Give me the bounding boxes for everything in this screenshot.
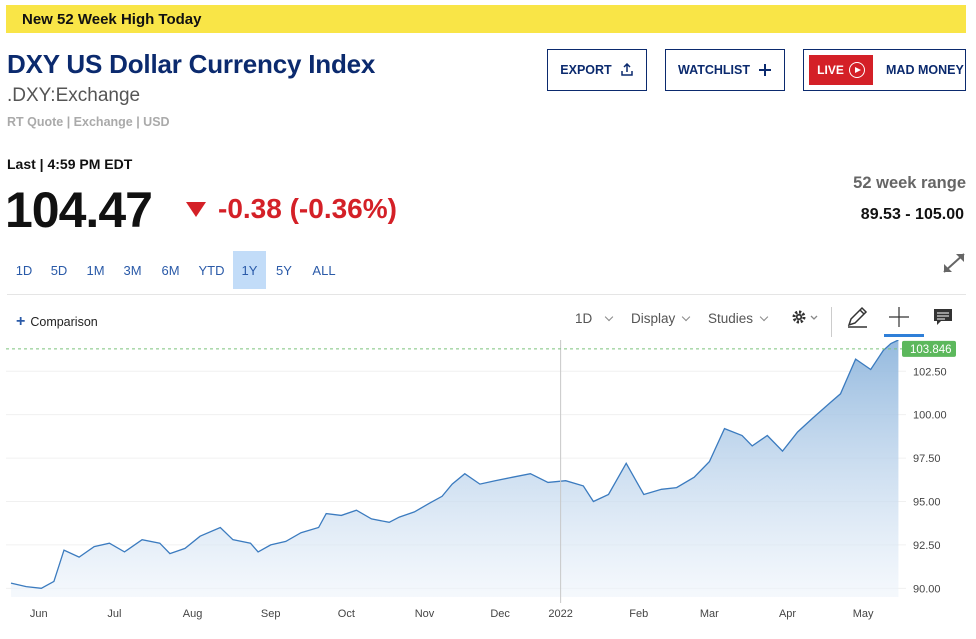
display-dropdown[interactable]: Display: [631, 311, 691, 326]
x-tick-label: Jun: [30, 608, 48, 620]
settings-button[interactable]: [790, 308, 820, 328]
y-tick-label: 92.50: [913, 540, 941, 552]
last-value-badge: 103.846: [902, 340, 956, 357]
mad-money-button[interactable]: LIVE MAD MONEY: [803, 49, 966, 91]
last-trade-time: Last | 4:59 PM EDT: [7, 156, 133, 172]
last-value-label: 103.846: [910, 344, 952, 356]
watchlist-label: WATCHLIST: [678, 63, 750, 77]
range-6m[interactable]: 6M: [161, 262, 180, 278]
studies-label: Studies: [708, 311, 754, 326]
x-tick-label: Dec: [490, 608, 510, 620]
range-ytd[interactable]: YTD: [198, 262, 225, 278]
chevron-down-icon: [682, 312, 691, 322]
price-change-value: -0.38 (-0.36%): [218, 193, 397, 224]
range-5y[interactable]: 5Y: [276, 262, 292, 278]
y-tick-label: 102.50: [913, 366, 947, 378]
x-tick-label: Oct: [338, 608, 355, 620]
live-badge: LIVE: [809, 55, 873, 85]
page-title: DXY US Dollar Currency Index: [7, 49, 376, 79]
plus-icon: [758, 63, 772, 77]
live-label: LIVE: [817, 63, 844, 77]
y-tick-label: 97.50: [913, 453, 941, 465]
y-tick-label: 100.00: [913, 410, 947, 422]
comment-icon[interactable]: [931, 305, 957, 329]
export-button[interactable]: EXPORT: [547, 49, 647, 91]
divider: [7, 294, 966, 295]
expand-icon[interactable]: [941, 251, 967, 275]
y-axis: 90.00 92.50 95.00 97.50 100.00 102.50: [913, 366, 947, 595]
comparison-button[interactable]: + Comparison: [16, 313, 98, 331]
x-tick-label: Aug: [183, 608, 203, 620]
down-arrow-icon: [186, 201, 206, 217]
week52-range: 89.53 - 105.00: [860, 206, 964, 223]
active-tool-indicator: [884, 334, 924, 337]
quote-meta: RT Quote | Exchange | USD: [7, 115, 170, 129]
price-area: [11, 340, 899, 597]
chevron-down-icon: [605, 312, 614, 322]
x-tick-label: 2022: [548, 608, 572, 620]
share-icon: [620, 63, 634, 77]
x-tick-label: Mar: [700, 608, 719, 620]
range-1m[interactable]: 1M: [86, 262, 105, 278]
interval-label: 1D: [575, 311, 593, 326]
x-tick-label: Nov: [415, 608, 435, 620]
range-1d[interactable]: 1D: [15, 262, 33, 278]
price-chart[interactable]: 90.00 92.50 95.00 97.50 100.00 102.50 Jun Jul A…: [0, 340, 976, 639]
range-5d[interactable]: 5D: [50, 262, 68, 278]
x-tick-label: Apr: [779, 608, 796, 620]
studies-dropdown[interactable]: Studies: [708, 311, 769, 326]
draw-pencil-icon[interactable]: [845, 305, 871, 329]
price-line: [10, 340, 899, 589]
gear-icon: [792, 310, 818, 324]
interval-dropdown[interactable]: 1D: [575, 311, 614, 326]
plus-icon: +: [16, 313, 26, 330]
range-all[interactable]: ALL: [312, 262, 336, 278]
x-tick-label: Feb: [629, 608, 648, 620]
range-selector: 1D 5D 1M 3M 6M YTD 1Y 5Y ALL: [7, 251, 346, 289]
display-label: Display: [631, 311, 676, 326]
x-tick-label: Sep: [261, 608, 281, 620]
ticker-symbol: .DXY:Exchange: [7, 85, 141, 106]
last-price: 104.47: [5, 182, 153, 238]
y-tick-label: 90.00: [913, 583, 941, 595]
mad-money-label: MAD MONEY: [886, 63, 964, 77]
crosshair-icon[interactable]: [887, 305, 913, 329]
export-label: EXPORT: [560, 63, 612, 77]
comparison-label: Comparison: [30, 315, 98, 329]
range-3m[interactable]: 3M: [123, 262, 142, 278]
x-tick-label: Jul: [107, 608, 121, 620]
play-icon: [848, 62, 865, 78]
price-change: -0.38 (-0.36%): [186, 193, 397, 225]
last-value-bg: [902, 340, 956, 357]
toolbar-separator: [831, 307, 832, 337]
x-tick-label: May: [853, 608, 874, 620]
x-axis: Jun Jul Aug Sep Oct Nov Dec 2022 Feb Mar Apr May: [30, 608, 874, 620]
banner-text: New 52 Week High Today: [22, 11, 202, 28]
range-1y[interactable]: 1Y: [233, 251, 266, 289]
y-tick-label: 95.00: [913, 496, 941, 508]
chevron-down-icon: [759, 312, 769, 322]
new-high-banner: New 52 Week High Today: [6, 5, 966, 33]
week52-label: 52 week range: [853, 174, 966, 192]
watchlist-button[interactable]: WATCHLIST: [665, 49, 785, 91]
